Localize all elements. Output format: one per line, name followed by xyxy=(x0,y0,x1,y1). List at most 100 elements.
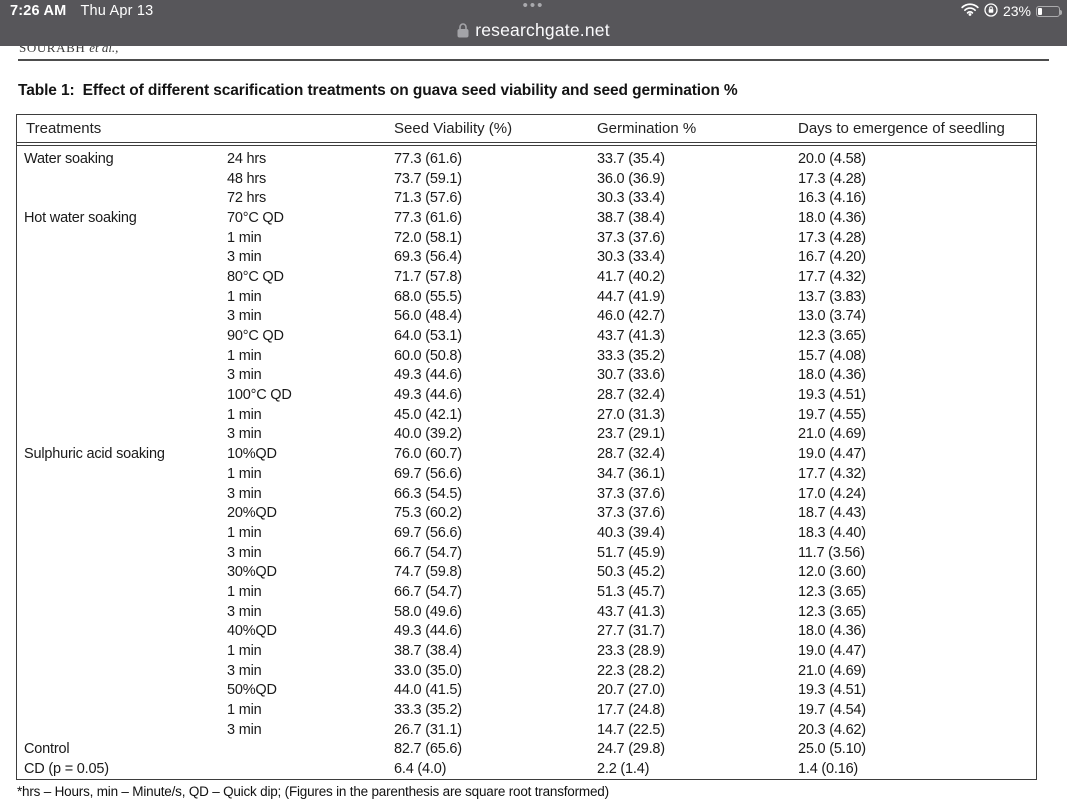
table-cell: 12.3 (3.65) xyxy=(798,603,866,620)
battery-percent: 23% xyxy=(1002,3,1031,19)
table-cell: 18.7 (4.43) xyxy=(798,505,866,522)
table-row: 1 min 72.0 (58.1) 37.3 (37.6) 17.3 (4.28) xyxy=(17,228,1036,248)
table-cell: 23.7 (29.1) xyxy=(597,426,665,443)
table-cell: 33.3 (35.2) xyxy=(394,702,462,719)
table-cell: 66.3 (54.5) xyxy=(394,485,462,502)
table-row: Water soaking 24 hrs 77.3 (61.6) 33.7 (35.4… xyxy=(17,149,1036,169)
table-row: 3 min 69.3 (56.4) 30.3 (33.4) 16.7 (4.20) xyxy=(17,247,1036,267)
table-cell: 76.0 (60.7) xyxy=(394,446,462,463)
table-row: 3 min 56.0 (48.4) 46.0 (42.7) 13.0 (3.74) xyxy=(17,307,1036,327)
table-cell: 3 min xyxy=(227,721,262,738)
table-cell: 20.0 (4.58) xyxy=(798,150,866,167)
table-cell: 15.7 (4.08) xyxy=(798,347,866,364)
table-cell: 18.3 (4.40) xyxy=(798,524,866,541)
table-row: 1 min 69.7 (56.6) 34.7 (36.1) 17.7 (4.32) xyxy=(17,464,1036,484)
table-cell: 18.0 (4.36) xyxy=(798,209,866,226)
status-icons: 23% xyxy=(961,2,1062,20)
table-row: 3 min 66.7 (54.7) 51.7 (45.9) 11.7 (3.56) xyxy=(17,543,1036,563)
table-cell: 100°C QD xyxy=(227,387,292,404)
table-title-text: Effect of different scarification treatm… xyxy=(82,82,738,99)
table-cell: 30.3 (33.4) xyxy=(597,190,665,207)
table-cell: 77.3 (61.6) xyxy=(394,209,462,226)
table-footnote: *hrs – Hours, min – Minute/s, QD – Quick… xyxy=(17,784,609,799)
table-row: Hot water soaking 70°C QD 77.3 (61.6) 38.7 … xyxy=(17,208,1036,228)
table-cell: 3 min xyxy=(227,485,262,502)
address-bar[interactable]: researchgate.net xyxy=(0,20,1067,41)
table-cell: 17.3 (4.28) xyxy=(798,229,866,246)
table-cell: 19.0 (4.47) xyxy=(798,643,866,660)
table-row: 20%QD 75.3 (60.2) 37.3 (37.6) 18.7 (4.43) xyxy=(17,503,1036,523)
table-cell: 1 min xyxy=(227,406,262,423)
table-cell: 21.0 (4.69) xyxy=(798,662,866,679)
tab-overview-dots[interactable]: ••• xyxy=(522,0,545,14)
table-row: 3 min 66.3 (54.5) 37.3 (37.6) 17.0 (4.24) xyxy=(17,484,1036,504)
table-cell: 17.7 (24.8) xyxy=(597,702,665,719)
table-cell: 69.7 (56.6) xyxy=(394,465,462,482)
table-body: Water soaking 24 hrs 77.3 (61.6) 33.7 (35.4… xyxy=(17,146,1036,779)
table-cell: 3 min xyxy=(227,544,262,561)
table-row: 30%QD 74.7 (59.8) 50.3 (45.2) 12.0 (3.60) xyxy=(17,562,1036,582)
table-row: 3 min 49.3 (44.6) 30.7 (33.6) 18.0 (4.36) xyxy=(17,366,1036,386)
table-cell: 69.3 (56.4) xyxy=(394,249,462,266)
table-cell: 34.7 (36.1) xyxy=(597,465,665,482)
table-cell: 37.3 (37.6) xyxy=(597,229,665,246)
table-cell: 70°C QD xyxy=(227,209,284,226)
table-cell: 37.3 (37.6) xyxy=(597,505,665,522)
table-cell: 20%QD xyxy=(227,505,277,522)
table-cell: 3 min xyxy=(227,662,262,679)
table-cell: 43.7 (41.3) xyxy=(597,603,665,620)
column-header-treatments: Treatments xyxy=(26,120,102,137)
table-row: 1 min 69.7 (56.6) 40.3 (39.4) 18.3 (4.40) xyxy=(17,523,1036,543)
table-cell: 16.7 (4.20) xyxy=(798,249,866,266)
table-row: 3 min 26.7 (31.1) 14.7 (22.5) 20.3 (4.62) xyxy=(17,720,1036,740)
table-cell: 3 min xyxy=(227,603,262,620)
table-cell: 40.3 (39.4) xyxy=(597,524,665,541)
battery-nub xyxy=(1060,9,1062,15)
table-title: Table 1: Effect of different scarificatio… xyxy=(18,82,1048,100)
table-cell: 45.0 (42.1) xyxy=(394,406,462,423)
column-header-germination: Germination % xyxy=(597,120,697,137)
table-cell: 38.7 (38.4) xyxy=(394,643,462,660)
table-cell: 30.7 (33.6) xyxy=(597,367,665,384)
table-cell: 20.3 (4.62) xyxy=(798,721,866,738)
table-cell: 50%QD xyxy=(227,682,277,699)
table-cell: 75.3 (60.2) xyxy=(394,505,462,522)
table-title-label: Table 1: xyxy=(18,82,75,99)
table-cell: 20.7 (27.0) xyxy=(597,682,665,699)
table-cell: 28.7 (32.4) xyxy=(597,387,665,404)
table-cell: 40%QD xyxy=(227,623,277,640)
table-cell: 64.0 (53.1) xyxy=(394,328,462,345)
table-cell: 51.3 (45.7) xyxy=(597,583,665,600)
data-table: Treatments Seed Viability (%) Germinatio… xyxy=(16,114,1037,780)
table-cell: 24.7 (29.8) xyxy=(597,741,665,758)
table-cell: 50.3 (45.2) xyxy=(597,564,665,581)
table-cell: 19.3 (4.51) xyxy=(798,387,866,404)
table-cell: 3 min xyxy=(227,249,262,266)
table-cell: 66.7 (54.7) xyxy=(394,544,462,561)
table-cell: 40.0 (39.2) xyxy=(394,426,462,443)
table-cell: 1 min xyxy=(227,347,262,364)
table-cell: 3 min xyxy=(227,426,262,443)
table-cell: 90°C QD xyxy=(227,328,284,345)
url-text: researchgate.net xyxy=(475,20,610,40)
table-row: 80°C QD 71.7 (57.8) 41.7 (40.2) 17.7 (4.32) xyxy=(17,267,1036,287)
table-cell: 2.2 (1.4) xyxy=(597,761,650,778)
lock-icon xyxy=(457,20,475,40)
table-cell: 33.7 (35.4) xyxy=(597,150,665,167)
table-cell: 36.0 (36.9) xyxy=(597,170,665,187)
table-row: CD (p = 0.05) 6.4 (4.0) 2.2 (1.4) 1.4 (0.16… xyxy=(17,759,1036,779)
table-cell: 44.7 (41.9) xyxy=(597,288,665,305)
status-time: 7:26 AM xyxy=(10,3,67,19)
table-cell: 1 min xyxy=(227,702,262,719)
table-row: Sulphuric acid soaking 10%QD 76.0 (60.7) 28… xyxy=(17,444,1036,464)
table-cell: 71.3 (57.6) xyxy=(394,190,462,207)
rotation-lock-icon xyxy=(984,2,998,20)
table-row: 90°C QD 64.0 (53.1) 43.7 (41.3) 12.3 (3.65) xyxy=(17,326,1036,346)
table-cell: 24 hrs xyxy=(227,150,267,167)
table-cell: 26.7 (31.1) xyxy=(394,721,462,738)
table-cell: 17.3 (4.28) xyxy=(798,170,866,187)
table-row: 3 min 33.0 (35.0) 22.3 (28.2) 21.0 (4.69) xyxy=(17,661,1036,681)
table-cell: 49.3 (44.6) xyxy=(394,387,462,404)
table-row: 1 min 66.7 (54.7) 51.3 (45.7) 12.3 (3.65) xyxy=(17,582,1036,602)
table-cell: 49.3 (44.6) xyxy=(394,623,462,640)
